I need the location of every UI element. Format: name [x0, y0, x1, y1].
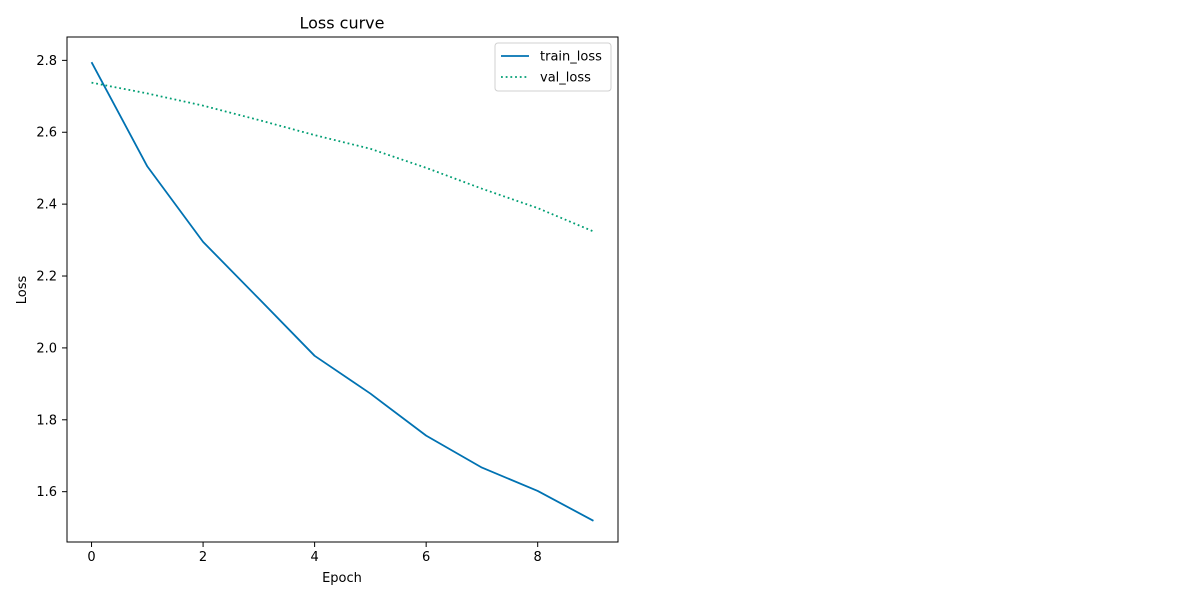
- series-layer: [90, 61, 594, 522]
- y-tick-label: 2.8: [36, 54, 57, 69]
- x-tick-label: 2: [199, 550, 207, 565]
- chart-title: Loss curve: [299, 14, 384, 33]
- y-axis-ticks: 1.6 1.8 2.0 2.2 2.4 2.6 2.8: [36, 54, 67, 500]
- x-tick-label: 8: [534, 550, 542, 565]
- y-tick-label: 2.4: [36, 198, 57, 213]
- series-line-val-loss: [91, 81, 594, 233]
- x-axis-ticks: 0 2 4 6 8: [87, 542, 542, 565]
- y-tick-label: 2.0: [36, 341, 57, 356]
- y-tick-label: 2.2: [36, 270, 57, 285]
- y-tick-label: 2.6: [36, 126, 57, 141]
- y-tick-label: 1.8: [36, 413, 57, 428]
- x-tick-label: 4: [310, 550, 318, 565]
- legend-label-val-loss: val_loss: [540, 71, 591, 86]
- x-tick-label: 0: [87, 550, 95, 565]
- y-tick-label: 1.6: [36, 485, 57, 500]
- legend: train_loss val_loss: [494, 42, 612, 92]
- series-line-train-loss: [90, 61, 594, 522]
- legend-box: [494, 42, 612, 92]
- plot-area-frame: [66, 36, 619, 543]
- x-axis-label: Epoch: [322, 571, 362, 586]
- x-tick-label: 6: [422, 550, 430, 565]
- legend-label-train-loss: train_loss: [540, 50, 602, 65]
- y-axis-label: Loss: [15, 276, 30, 305]
